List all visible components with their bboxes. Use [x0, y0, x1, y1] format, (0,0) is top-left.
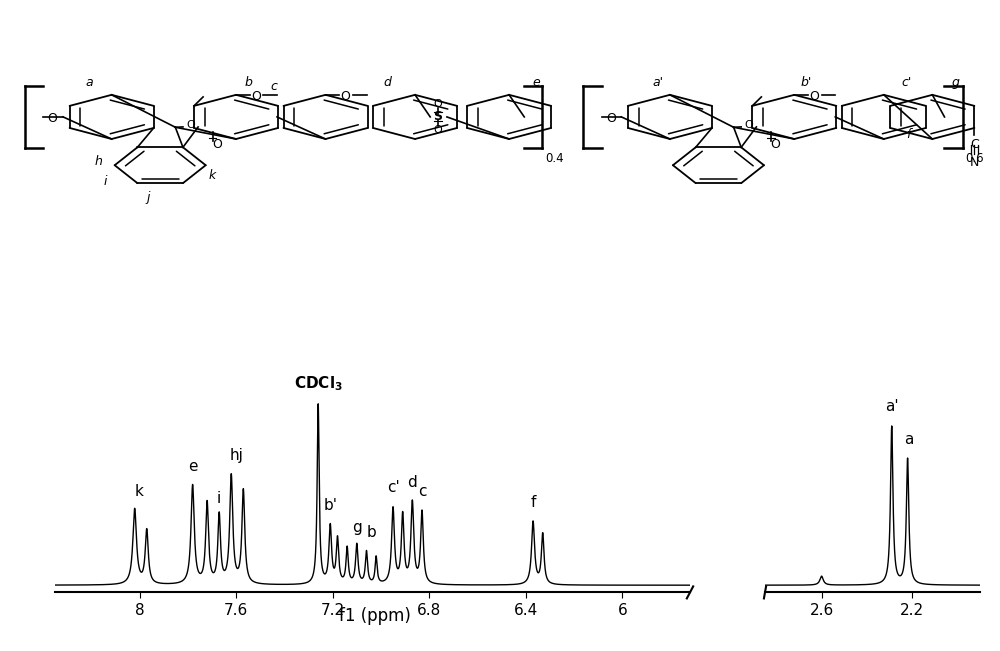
- Text: 0.6: 0.6: [966, 152, 984, 165]
- Text: $\mathbf{CDCl_3}$: $\mathbf{CDCl_3}$: [294, 374, 343, 393]
- Text: e: e: [188, 459, 197, 474]
- Text: O: O: [251, 90, 261, 104]
- Text: k: k: [209, 169, 216, 182]
- Text: b': b': [801, 76, 812, 89]
- Text: S: S: [433, 111, 442, 124]
- Text: b: b: [244, 76, 252, 89]
- Text: O: O: [433, 99, 442, 109]
- Text: 0.4: 0.4: [546, 152, 564, 165]
- Text: f: f: [530, 495, 536, 510]
- Text: e: e: [533, 76, 540, 89]
- Text: O: O: [744, 120, 753, 130]
- Text: c': c': [901, 76, 912, 89]
- Text: C: C: [970, 138, 979, 151]
- Text: O: O: [770, 137, 780, 150]
- Text: d: d: [407, 475, 417, 490]
- Text: b: b: [366, 525, 376, 540]
- Text: d: d: [384, 76, 392, 89]
- Text: c: c: [418, 484, 426, 499]
- Text: O: O: [809, 90, 819, 104]
- Text: a: a: [85, 76, 93, 89]
- Text: O: O: [48, 113, 57, 126]
- Text: N: N: [970, 156, 979, 169]
- Text: f1 (ppm): f1 (ppm): [339, 607, 411, 625]
- Text: b': b': [323, 498, 337, 514]
- Text: g: g: [951, 76, 959, 89]
- Text: O: O: [186, 120, 195, 130]
- Text: k: k: [135, 484, 144, 499]
- Text: g: g: [352, 520, 362, 535]
- Text: i: i: [217, 491, 221, 506]
- Text: O: O: [212, 137, 222, 150]
- Text: O: O: [606, 113, 616, 126]
- Text: a: a: [904, 432, 913, 447]
- Text: c: c: [271, 80, 277, 92]
- Text: O: O: [433, 125, 442, 135]
- Text: O: O: [340, 90, 350, 104]
- Text: f: f: [906, 128, 910, 141]
- Text: h: h: [95, 156, 103, 168]
- Text: a': a': [652, 76, 663, 89]
- Text: hj: hj: [229, 448, 243, 463]
- Text: i: i: [104, 175, 107, 188]
- Text: j: j: [146, 191, 150, 204]
- Text: a': a': [885, 400, 899, 415]
- Text: c': c': [387, 480, 399, 495]
